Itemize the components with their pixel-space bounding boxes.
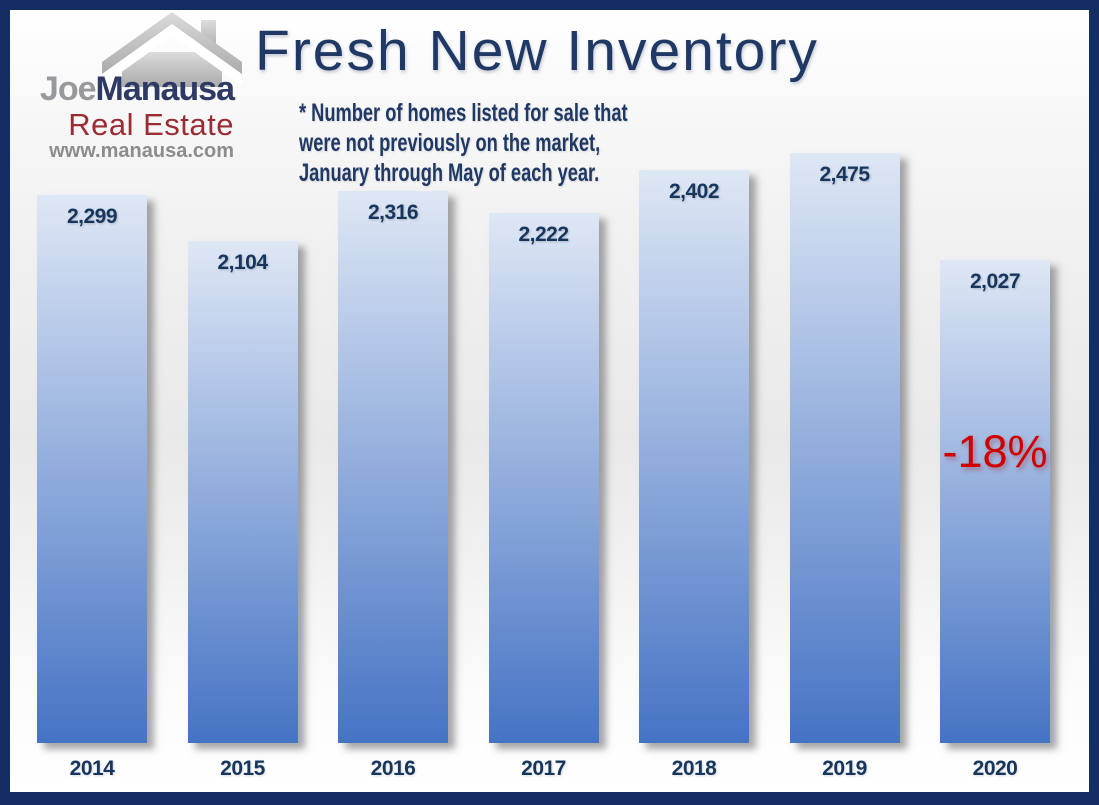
x-axis-label-2016: 2016 [370, 757, 416, 780]
brand-logo: JoeManausa Real Estate www.manausa.com [10, 70, 235, 162]
brand-name-manausa: Manausa [95, 70, 235, 108]
bar-value-label-2018: 2,402 [668, 180, 720, 203]
bar-2018: 2,402 [639, 170, 749, 743]
x-axis-label-2020: 2020 [972, 757, 1018, 780]
x-axis-label-2014: 2014 [69, 757, 115, 780]
note-line-3: January through May of each year. [299, 159, 600, 187]
bar-2017: 2,222 [488, 213, 599, 743]
chart-title: Fresh New Inventory [255, 19, 819, 83]
x-axis-label-2015: 2015 [220, 757, 265, 780]
bar-value-label-2015: 2,104 [217, 251, 268, 274]
x-axis-label-2018: 2018 [671, 757, 717, 780]
bar-rect-2020: 2,027 -18% [940, 260, 1050, 743]
note-line-2: were not previously on the market, [299, 129, 601, 157]
bar-rect-2017: 2,222 [488, 213, 599, 743]
bar-value-label-2014: 2,299 [66, 205, 118, 228]
bar-rect-2014: 2,299 [37, 195, 147, 743]
brand-name-joe: Joe [39, 70, 97, 108]
bar-value-label-2019: 2,475 [819, 163, 870, 186]
bar-value-label-2016: 2,316 [367, 201, 419, 224]
bar-rect-2019: 2,475 [789, 153, 900, 743]
pct-change-annotation: -18% [942, 426, 1048, 477]
chart-note: * Number of homes listed for sale that w… [245, 98, 645, 188]
bar-2020: 2,027 -18% [940, 260, 1050, 743]
bar-chart: 2,299 2014 2,104 2015 2,316 2016 2,222 2017 2,40… [10, 10, 1089, 792]
bar-2015: 2,104 [187, 241, 298, 743]
brand-name: JoeManausa [10, 70, 235, 108]
house-icon [102, 12, 242, 87]
note-line-1: * Number of homes listed for sale that [299, 99, 628, 127]
brand-website: www.manausa.com [49, 140, 234, 162]
bar-value-label-2017: 2,222 [518, 223, 569, 246]
bar-2019: 2,475 [789, 153, 900, 743]
bar-2014: 2,299 [37, 195, 147, 743]
bar-2016: 2,316 [338, 191, 448, 743]
bar-rect-2016: 2,316 [338, 191, 448, 743]
bar-rect-2015: 2,104 [187, 241, 298, 743]
bar-value-label-2020: 2,027 [969, 270, 1021, 293]
bar-rect-2018: 2,402 [639, 170, 749, 743]
brand-real-estate: Real Estate [68, 107, 234, 142]
chart-canvas: JoeManausa Real Estate www.manausa.com F… [10, 10, 1089, 792]
x-axis-label-2019: 2019 [822, 757, 867, 780]
x-axis-label-2017: 2017 [521, 757, 566, 780]
